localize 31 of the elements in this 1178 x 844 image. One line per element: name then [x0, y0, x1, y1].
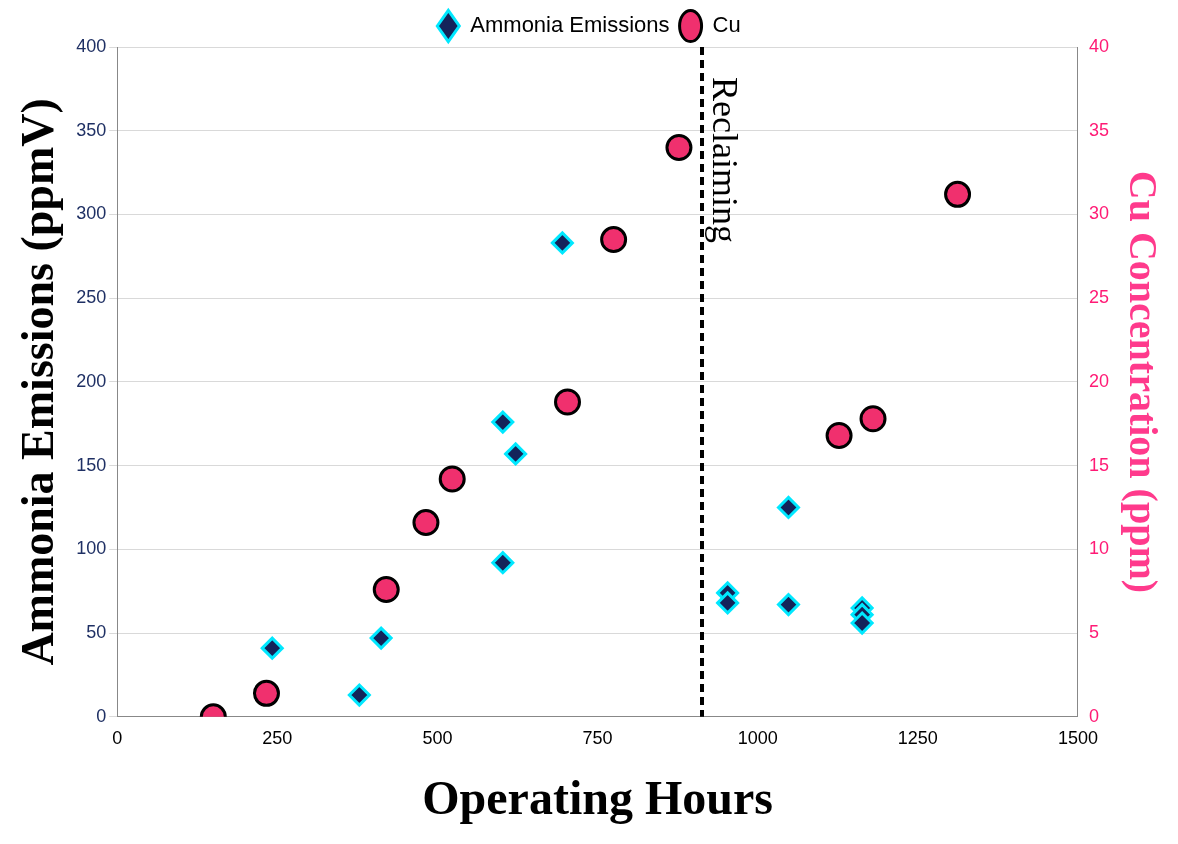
- y-tick-label: 150: [76, 454, 107, 475]
- y-tick-label: 0: [96, 705, 107, 726]
- legend-label: Cu: [712, 12, 741, 38]
- ref-line-label: Reclaiming: [704, 77, 745, 243]
- x-tick-label: 1250: [897, 727, 938, 748]
- y2-tick-label: 0: [1088, 705, 1099, 726]
- legend-label: Ammonia Emissions: [470, 12, 670, 38]
- y-tick-label: 300: [76, 203, 107, 224]
- y-tick-label: 50: [86, 622, 107, 643]
- y2-tick-label: 5: [1088, 622, 1099, 643]
- y2-tick-label: 35: [1088, 119, 1110, 140]
- y2-tick-label: 40: [1088, 35, 1110, 56]
- y-tick-label: 200: [76, 370, 107, 391]
- x-tick-label: 1000: [737, 727, 778, 748]
- y2-axis-title: Cu Concentration (ppm): [1120, 170, 1166, 594]
- x-tick-label: 1500: [1057, 727, 1098, 748]
- x-tick-label: 0: [112, 727, 123, 748]
- y2-tick-label: 25: [1088, 287, 1110, 308]
- y-tick-label: 100: [76, 538, 107, 559]
- x-tick-label: 250: [262, 727, 293, 748]
- y2-tick-label: 30: [1088, 203, 1110, 224]
- y2-tick-label: 20: [1088, 370, 1110, 391]
- x-tick-label: 750: [582, 727, 613, 748]
- x-tick-label: 500: [422, 727, 453, 748]
- y-axis-title: Ammonia Emissions (ppmV): [12, 98, 64, 666]
- y2-tick-label: 10: [1088, 538, 1110, 559]
- y-tick-label: 350: [76, 119, 107, 140]
- y-tick-label: 400: [76, 35, 107, 56]
- y-tick-label: 250: [76, 287, 107, 308]
- y2-tick-label: 15: [1088, 454, 1110, 475]
- x-axis-title: Operating Hours: [422, 770, 773, 824]
